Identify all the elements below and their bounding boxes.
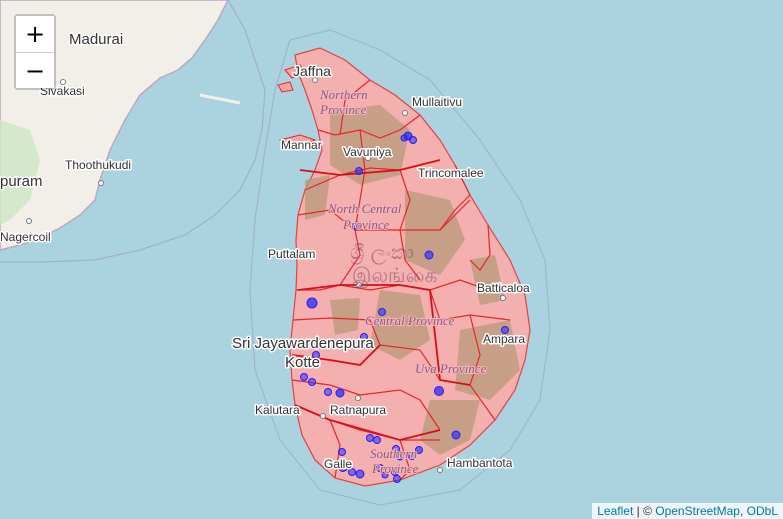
marker [338, 448, 346, 456]
odbl-link[interactable]: ODbL [746, 504, 778, 518]
marker [395, 451, 405, 461]
marker [338, 462, 348, 472]
province-label-northern-2: Province [319, 102, 367, 117]
india-green-area [0, 120, 40, 225]
city-label-kalutara: Kalutara [255, 403, 300, 417]
marker [409, 136, 417, 144]
marker [308, 378, 316, 386]
city-label-ratnapura: Ratnapura [330, 403, 386, 417]
marker [355, 469, 365, 479]
marker [424, 250, 434, 260]
province-label-north-central-2: Province [342, 217, 390, 232]
marker-layer [300, 131, 509, 483]
marker [373, 436, 381, 444]
city-label-puttalam: Puttalam [268, 247, 315, 261]
province-boundaries [291, 159, 471, 441]
district-boundaries [291, 79, 511, 481]
city-dots [26, 77, 506, 473]
country-label-tamil: இலங்கை [352, 263, 437, 288]
marker [360, 333, 368, 341]
province-label-southern: Southern [370, 446, 417, 461]
city-label-kotte: Kotte [285, 354, 320, 371]
marker [352, 221, 362, 231]
marker [392, 445, 400, 453]
province-label-central: Central Province [365, 313, 455, 328]
country-label: ශ්‍රී ලංකා இலங்கை [350, 240, 437, 288]
attribution-separator: | © [633, 504, 656, 518]
province-label-southern-2: Province [371, 461, 419, 476]
marker [415, 446, 423, 454]
marker [393, 475, 401, 483]
terrain-areas [305, 105, 520, 455]
sri-lanka-maritime-boundary [249, 29, 551, 506]
rameswaram-islands [199, 93, 241, 105]
province-label-north-central: North Central [327, 201, 402, 216]
marker [434, 386, 444, 396]
city-label-nagercoil: Nagercoil [0, 230, 51, 244]
marker [366, 434, 374, 442]
city-label-ampara: Ampara [483, 332, 525, 346]
city-label-mullaitivu: Mullaitivu [412, 95, 462, 109]
province-label-northern: Northern [319, 87, 368, 102]
marker [378, 308, 386, 316]
mannar-island [279, 134, 317, 146]
marker [355, 167, 363, 175]
city-labels: Madurai Sivakasi Thoothukudi puram Nager… [0, 30, 532, 473]
jaffna-islands [277, 64, 306, 93]
marker [335, 388, 345, 398]
marker [312, 351, 320, 359]
city-label-puram: puram [0, 173, 43, 190]
city-label-mannar: Mannar [281, 138, 322, 152]
zoom-control: + − [14, 14, 56, 90]
city-label-trincomalee: Trincomalee [418, 166, 484, 180]
marker [501, 326, 509, 334]
marker [376, 464, 384, 472]
maritime-boundary [0, 0, 266, 263]
map-attribution: Leaflet | © OpenStreetMap, ODbL [592, 503, 783, 519]
marker [391, 468, 399, 476]
marker [400, 134, 408, 142]
city-label-jaffna: Jaffna [293, 63, 331, 79]
city-label-sri-jayawardenepura: Sri Jayawardenepura [232, 335, 374, 352]
zoom-out-button[interactable]: − [16, 52, 54, 88]
zoom-in-button[interactable]: + [16, 16, 54, 52]
province-labels: Northern Province North Central Province… [318, 86, 488, 477]
leaflet-link[interactable]: Leaflet [597, 504, 634, 518]
province-label-uva: Uva Province [415, 361, 487, 376]
marker [300, 373, 308, 381]
marker [381, 471, 389, 479]
country-label-sinhala: ශ්‍රී ලංකා [350, 240, 414, 265]
india-landmass [0, 0, 229, 251]
marker [375, 318, 383, 326]
city-label-batticaloa: Batticaloa [477, 281, 530, 295]
city-label-thoothukudi: Thoothukudi [65, 158, 131, 172]
city-label-galle: Galle [324, 457, 352, 471]
openstreetmap-link[interactable]: OpenStreetMap [655, 504, 740, 518]
city-label-madurai: Madurai [69, 31, 123, 48]
marker [348, 468, 356, 476]
marker [324, 388, 332, 396]
marker [306, 297, 318, 309]
city-label-hambantota: Hambantota [447, 456, 513, 470]
attribution-comma: , [739, 504, 747, 518]
marker [408, 452, 416, 460]
city-label-vavuniya: Vavuniya [343, 145, 392, 159]
marker [451, 430, 461, 440]
